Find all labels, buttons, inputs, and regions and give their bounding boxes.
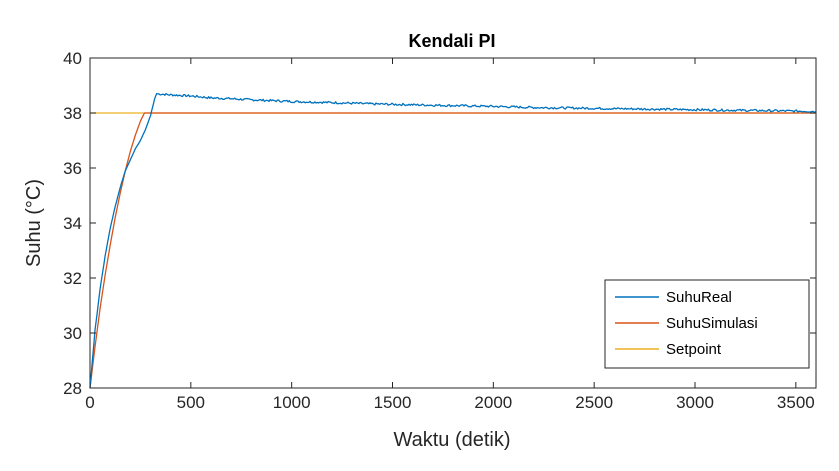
x-tick-label: 2000 [474, 393, 512, 412]
legend-label-suhureal: SuhuReal [666, 289, 732, 306]
chart-title: Kendali PI [408, 31, 495, 51]
x-tick-label: 1500 [374, 393, 412, 412]
series-line-suhureal [89, 92, 817, 389]
y-tick-label: 38 [63, 104, 82, 123]
y-tick-label: 28 [63, 379, 82, 398]
tick-layer: 0 500 1000 1500 2000 2500 3000 3500 28 30 32 34 36 38… [63, 49, 816, 412]
x-tick-label: 500 [177, 393, 205, 412]
y-tick-label: 36 [63, 159, 82, 178]
legend: SuhuReal SuhuSimulasi Setpoint [604, 279, 810, 369]
x-tick-label: 1000 [273, 393, 311, 412]
x-tick-label: 3000 [676, 393, 714, 412]
legend-label-suhusimulasi: SuhuSimulasi [666, 315, 758, 332]
series-layer [89, 92, 817, 389]
legend-box [604, 279, 810, 369]
y-tick-label: 30 [63, 324, 82, 343]
x-tick-label: 3500 [777, 393, 815, 412]
y-tick-label: 34 [63, 214, 82, 233]
x-tick-label: 0 [85, 393, 94, 412]
y-axis-label: Suhu (°C) [23, 179, 45, 267]
x-tick-label: 2500 [575, 393, 613, 412]
y-tick-label: 40 [63, 49, 82, 68]
legend-label-setpoint: Setpoint [666, 341, 722, 358]
series-line-suhusimulasi [89, 112, 816, 389]
y-tick-label: 32 [63, 269, 82, 288]
plot-area: 0 500 1000 1500 2000 2500 3000 3500 28 30 32 34 36 38… [63, 49, 817, 412]
x-axis-label: Waktu (detik) [393, 429, 510, 451]
